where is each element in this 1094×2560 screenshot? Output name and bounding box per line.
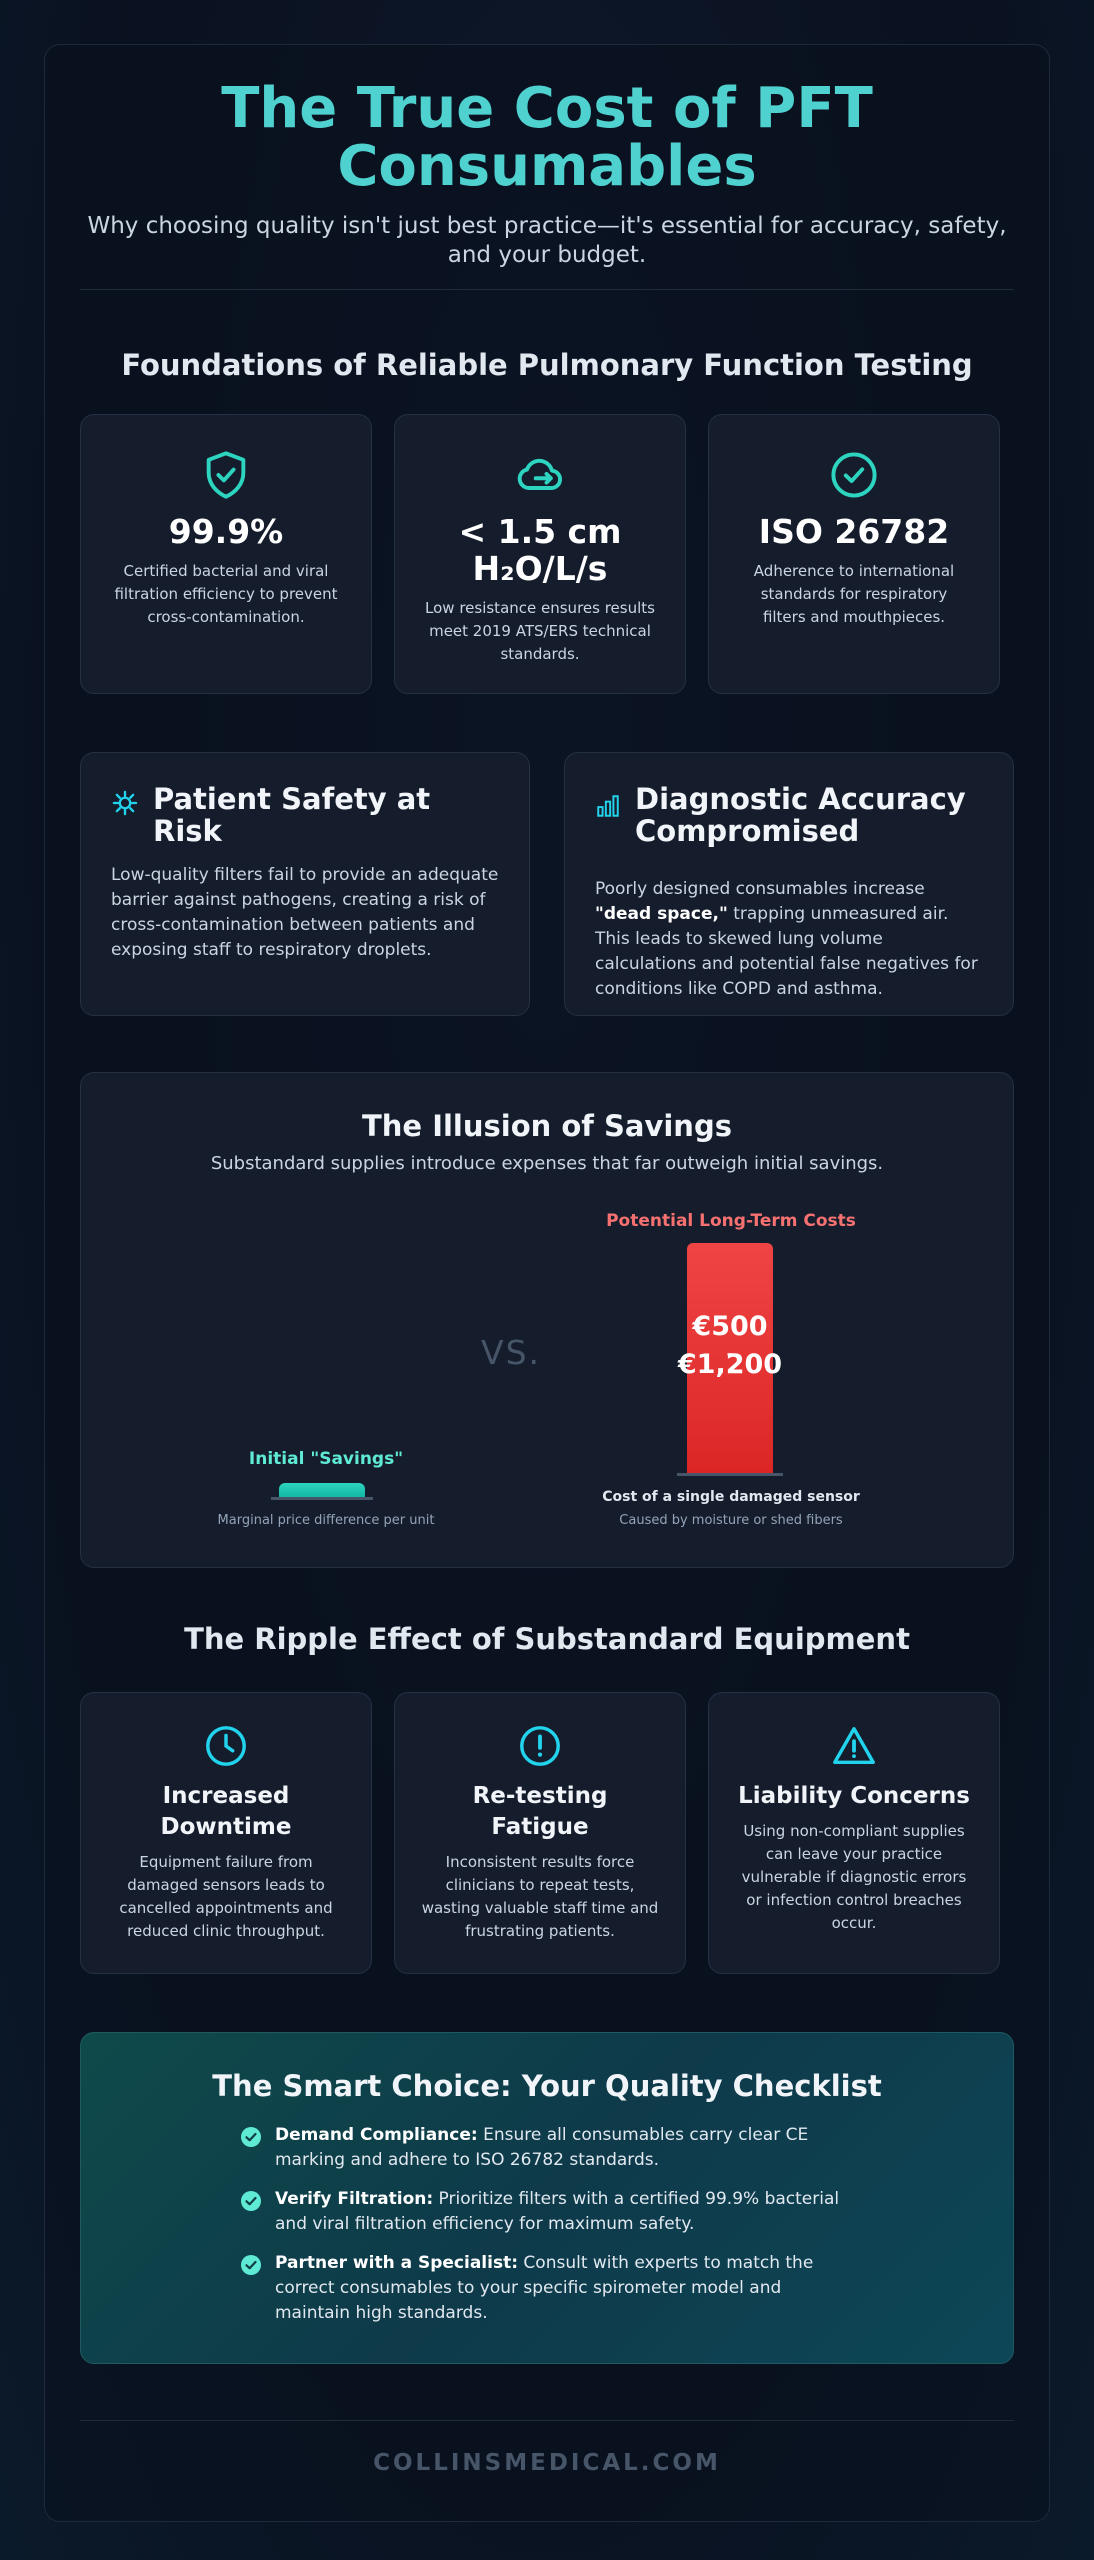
card-description: Using non-compliant supplies can leave y…	[741, 1822, 967, 1932]
ripple-card-liability: Liability Concerns Using non-compliant s…	[708, 1692, 1000, 1974]
checklist-item-body: Consult with experts to match the correc…	[275, 2253, 814, 2323]
check-icon	[241, 2127, 261, 2147]
stat-description: Low resistance ensures results meet 2019…	[425, 599, 655, 663]
shield-check-icon	[206, 451, 246, 499]
long-term-costs-caption: Cost of a single damaged sensor	[602, 1489, 860, 1505]
diagnostic-accuracy-card: Diagnostic Accuracy Compromised Poorly d…	[564, 752, 1014, 1016]
body-text: trapping unmeasured air. This leads to s…	[595, 904, 978, 999]
stat-value: < 1.5 cm H₂O/L/s	[458, 512, 622, 588]
stat-card-iso: ISO 26782 Adherence to international sta…	[708, 414, 1000, 694]
header: The True Cost of PFT Consumables Why cho…	[80, 80, 1014, 270]
initial-savings-caption: Marginal price difference per unit	[217, 1513, 435, 1528]
stat-value: ISO 26782	[758, 512, 950, 551]
bar-base	[271, 1497, 373, 1500]
checklist-item-heading: Demand Compliance:	[275, 2125, 478, 2145]
card-description: Inconsistent results force clinicians to…	[421, 1853, 659, 1940]
footer-divider	[80, 2420, 1014, 2421]
cost-value-low: €500	[692, 1311, 768, 1342]
check-icon	[241, 2255, 261, 2275]
patient-safety-card: Patient Safety at Risk Low-quality filte…	[80, 752, 530, 1016]
long-term-costs-bar: €500 -	[687, 1243, 773, 1473]
cloud-arrow-icon	[517, 458, 562, 490]
card-title: Liability Concerns	[738, 1783, 970, 1809]
ripple-card-retesting: Re-testing Fatigue Inconsistent results …	[394, 1692, 686, 1974]
warning-triangle-icon	[833, 1727, 875, 1765]
exclamation-circle-icon	[520, 1726, 560, 1766]
savings-title: The Illusion of Savings	[362, 1109, 732, 1143]
stat-description: Certified bacterial and viral filtration…	[114, 562, 338, 626]
stat-value: 99.9%	[168, 512, 284, 551]
checklist-item-body: Prioritize filters with a certified 99.9…	[275, 2189, 840, 2234]
initial-savings-label: Initial "Savings"	[248, 1449, 404, 1469]
body-text: Poorly designed consumables increase	[595, 879, 925, 899]
quality-checklist: The Smart Choice: Your Quality Checklist…	[80, 2032, 1014, 2364]
ripple-card-downtime: Increased Downtime Equipment failure fro…	[80, 1692, 372, 1974]
checklist-item: Demand Compliance: Ensure all consumable…	[241, 2123, 841, 2173]
card-body: Poorly designed consumables increase "de…	[595, 877, 983, 1002]
clock-icon	[206, 1726, 246, 1766]
virus-icon	[112, 790, 138, 816]
initial-savings-bar	[279, 1483, 365, 1497]
savings-subtitle: Substandard supplies introduce expenses …	[210, 1153, 884, 1174]
checklist-item-heading: Partner with a Specialist:	[275, 2253, 519, 2273]
checklist-item-heading: Verify Filtration:	[275, 2189, 434, 2209]
body-emphasis: "dead space,"	[595, 904, 728, 924]
stat-card-resistance: < 1.5 cm H₂O/L/s Low resistance ensures …	[394, 414, 686, 694]
long-term-costs-label: Potential Long-Term Costs	[606, 1211, 856, 1231]
checklist-item: Verify Filtration: Prioritize filters wi…	[241, 2187, 841, 2237]
page-subtitle: Why choosing quality isn't just best pra…	[87, 213, 1007, 268]
cost-value-high: €1,200	[677, 1349, 783, 1380]
stat-description: Adherence to international standards for…	[753, 562, 955, 626]
checklist-item-body: Ensure all consumables carry clear CE ma…	[275, 2125, 809, 2170]
bar-base	[677, 1473, 783, 1476]
bar-chart-icon	[597, 795, 619, 817]
foundations-title: Foundations of Reliable Pulmonary Functi…	[121, 348, 973, 382]
card-title: Re-testing Fatigue	[472, 1783, 608, 1840]
footer-website[interactable]: COLLINSMEDICAL.COM	[373, 2450, 721, 2476]
check-icon	[241, 2191, 261, 2211]
cost-value-separator: -	[726, 1344, 734, 1363]
checklist-title: The Smart Choice: Your Quality Checklist	[212, 2069, 882, 2103]
page-title: The True Cost of PFT Consumables	[221, 76, 873, 199]
vs-text: VS.	[481, 1333, 542, 1372]
checklist-text: Partner with a Specialist: Consult with …	[275, 2251, 841, 2326]
checklist-text: Verify Filtration: Prioritize filters wi…	[275, 2187, 841, 2237]
card-title: Diagnostic Accuracy Compromised	[635, 782, 966, 848]
header-divider	[80, 289, 1014, 290]
savings-card: The Illusion of Savings Substandard supp…	[80, 1072, 1014, 1568]
long-term-costs-subcaption: Caused by moisture or shed fibers	[619, 1513, 843, 1528]
stat-card-filtration: 99.9% Certified bacterial and viral filt…	[80, 414, 372, 694]
card-title: Increased Downtime	[160, 1783, 292, 1840]
ripple-title: The Ripple Effect of Substandard Equipme…	[184, 1622, 910, 1656]
card-description: Equipment failure from damaged sensors l…	[119, 1853, 333, 1940]
check-circle-icon	[831, 452, 877, 498]
card-title: Patient Safety at Risk	[153, 782, 431, 848]
checklist-item: Partner with a Specialist: Consult with …	[241, 2251, 841, 2326]
checklist-text: Demand Compliance: Ensure all consumable…	[275, 2123, 841, 2173]
card-body: Low-quality filters fail to provide an a…	[111, 865, 499, 960]
